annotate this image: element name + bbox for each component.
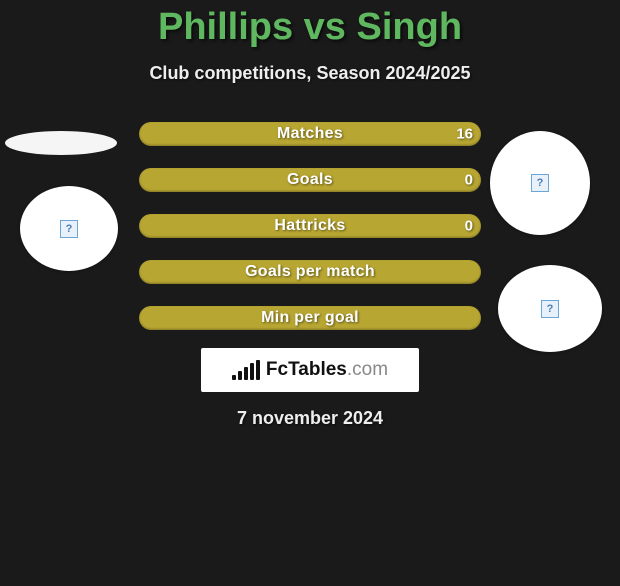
page-title: Phillips vs Singh [0, 6, 620, 49]
stat-row: Hattricks 0 [139, 214, 481, 238]
logo-text: FcTables.com [266, 359, 388, 381]
logo-bars-icon [232, 360, 260, 380]
subtitle: Club competitions, Season 2024/2025 [0, 63, 620, 84]
decor-ellipse-left [5, 131, 117, 155]
placeholder-icon [60, 220, 78, 238]
player-avatar-right-top [490, 131, 590, 235]
stat-row: Goals 0 [139, 168, 481, 192]
player-avatar-right-bottom [498, 265, 602, 352]
stats-container: Matches 16 Goals 0 Hattricks 0 Goals per… [139, 122, 481, 330]
stat-label: Min per goal [261, 309, 359, 327]
stat-value: 0 [465, 172, 473, 189]
placeholder-icon [541, 300, 559, 318]
logo-text-suffix: .com [347, 359, 388, 380]
stat-value: 16 [456, 126, 473, 143]
stat-value: 0 [465, 218, 473, 235]
stat-label: Matches [277, 125, 343, 143]
stat-label: Goals per match [245, 263, 375, 281]
player-avatar-left [20, 186, 118, 271]
placeholder-icon [531, 174, 549, 192]
branding-logo: FcTables.com [201, 348, 419, 392]
stat-row: Min per goal [139, 306, 481, 330]
stat-row: Matches 16 [139, 122, 481, 146]
stat-label: Goals [287, 171, 333, 189]
stat-row: Goals per match [139, 260, 481, 284]
logo-text-main: FcTables [266, 359, 347, 380]
date-text: 7 november 2024 [0, 408, 620, 429]
stat-label: Hattricks [274, 217, 345, 235]
